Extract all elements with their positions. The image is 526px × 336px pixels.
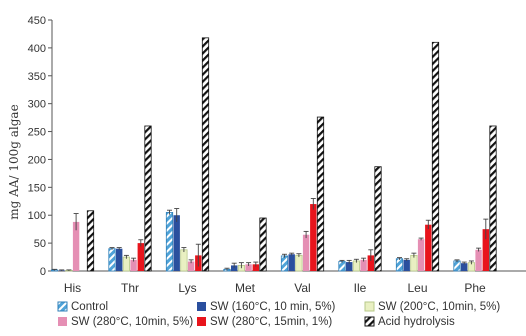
y-tick-label: 0 (40, 266, 46, 278)
bar (310, 204, 317, 271)
y-tick-label: 300 (28, 99, 46, 111)
bar (280, 255, 289, 272)
axes: 0 50 100 150 200 250 300 350 400 450 (28, 15, 526, 278)
category-label: Lys (178, 281, 196, 295)
bar (374, 166, 382, 272)
bar (431, 41, 440, 272)
legend-label: SW (280°C, 10min, 5%) (71, 316, 193, 328)
bar (346, 262, 353, 271)
category-label: Thr (121, 281, 139, 295)
bar (395, 258, 404, 272)
bar (116, 248, 123, 271)
bar (417, 239, 425, 271)
bar (302, 234, 310, 271)
y-tick-label: 50 (34, 238, 46, 250)
bar (231, 265, 238, 271)
bar (187, 261, 195, 271)
legend-swatch (364, 301, 375, 312)
bar (180, 249, 188, 272)
category-label: His (64, 281, 81, 295)
bars (50, 37, 497, 272)
y-axis-title-group: mg AA/ 100g algae (7, 104, 21, 219)
bar (130, 259, 137, 271)
legend-swatch (58, 317, 67, 326)
y-tick-label: 350 (28, 71, 46, 83)
bar (201, 37, 210, 272)
legend-swatch (197, 317, 206, 326)
y-tick-label: 400 (28, 43, 46, 55)
bar (367, 255, 374, 271)
bar (259, 217, 267, 272)
bar (173, 215, 180, 271)
bar (252, 264, 259, 271)
category-label: Val (294, 281, 310, 295)
y-tick-label: 250 (28, 127, 46, 139)
legend-swatch (197, 302, 206, 311)
legend-label: Acid hydrolysis (378, 316, 455, 328)
y-tick-label: 100 (28, 210, 46, 222)
category-label: Phe (464, 281, 486, 295)
category-label: Leu (407, 281, 427, 295)
bar (144, 125, 152, 272)
bar (137, 243, 144, 271)
legend-swatch (364, 316, 375, 327)
legend: Control SW (160°C, 10 min, 5%) SW (200°C, … (57, 301, 500, 328)
bar (288, 254, 295, 271)
bar (410, 254, 418, 272)
category-labels: His Thr Lys Met Val Ile Leu Phe (64, 281, 486, 295)
legend-label: SW (200°C, 10min, 5%) (378, 301, 500, 313)
y-tick-label: 150 (28, 182, 46, 194)
bar (425, 224, 432, 271)
bar (403, 259, 410, 271)
bar (245, 264, 252, 271)
y-axis-title: mg AA/ 100g algae (7, 104, 21, 219)
bar (338, 261, 346, 272)
category-label: Met (235, 281, 256, 295)
bar (165, 212, 174, 272)
bar (475, 249, 482, 271)
bar (453, 260, 461, 272)
bar (122, 256, 130, 272)
y-tick-label: 200 (28, 154, 46, 166)
bar (108, 248, 116, 272)
bar (295, 254, 303, 272)
legend-swatch (57, 301, 68, 312)
bar (72, 221, 80, 271)
bar (86, 210, 95, 272)
legend-label: SW (160°C, 10 min, 5%) (210, 301, 336, 313)
bar (360, 259, 367, 271)
legend-label: SW (280°C, 15min, 1%) (210, 316, 332, 328)
bar (489, 125, 497, 272)
legend-label: Control (71, 301, 108, 313)
bar (316, 116, 325, 272)
bar (482, 229, 489, 271)
category-label: Ile (354, 281, 367, 295)
bar (461, 263, 468, 271)
y-tick-label: 450 (28, 15, 46, 27)
